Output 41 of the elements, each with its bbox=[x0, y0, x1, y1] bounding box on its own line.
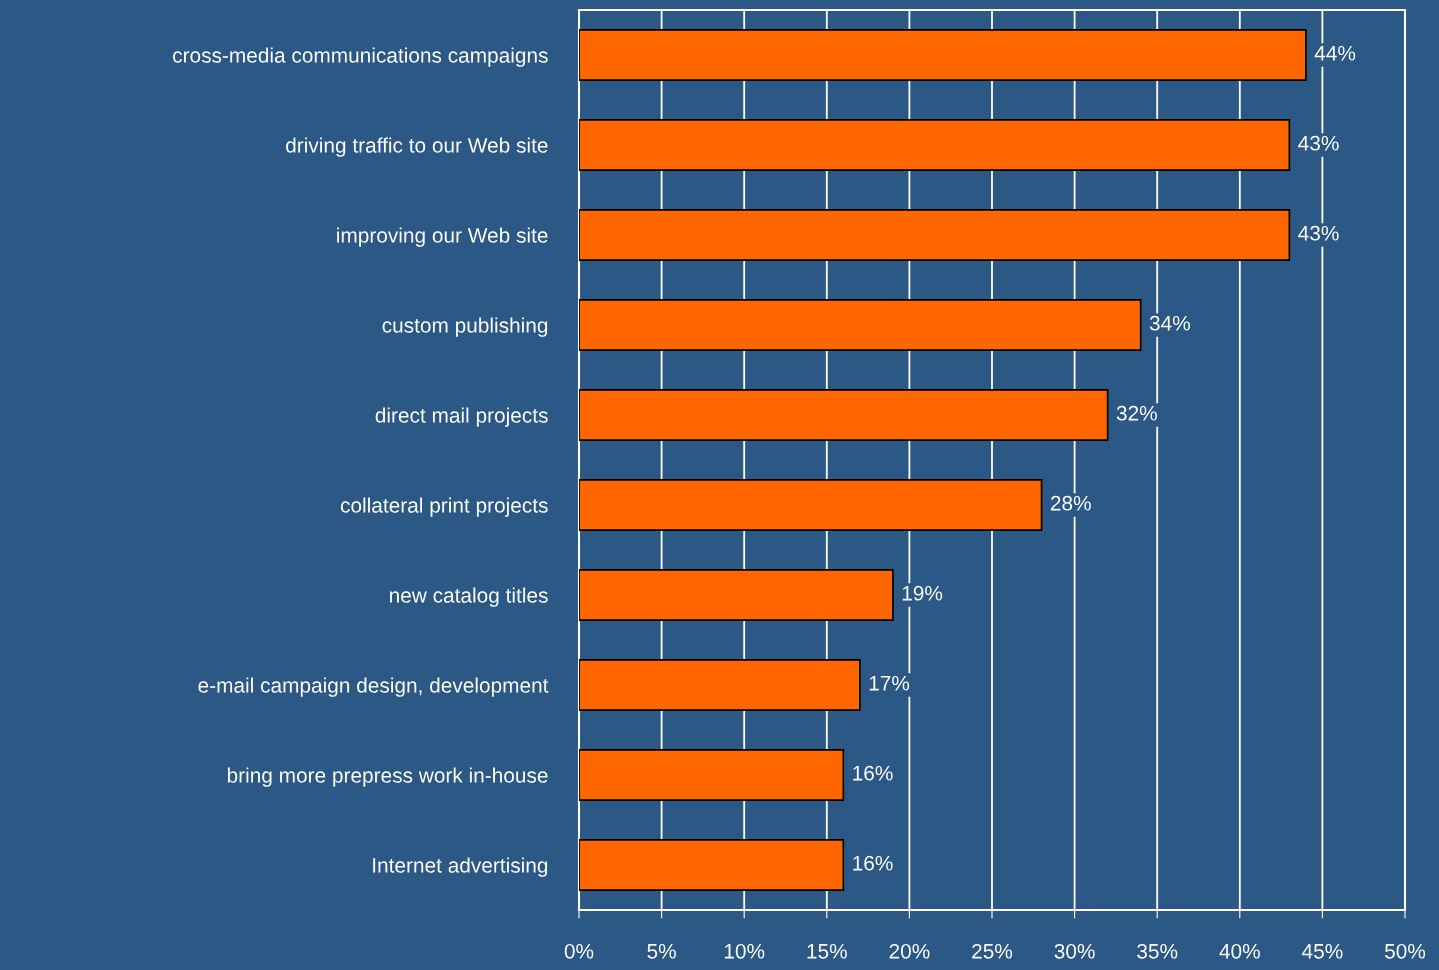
bar bbox=[579, 838, 845, 892]
y-tick-label: improving our Web site bbox=[337, 227, 548, 247]
y-tick-label: driving traffic to our Web site bbox=[286, 137, 548, 157]
bar bbox=[579, 478, 1043, 532]
x-tick-label: 15% bbox=[807, 943, 847, 959]
x-tick-label: 20% bbox=[889, 943, 930, 959]
x-tick-label: 35% bbox=[1137, 943, 1178, 959]
data-label: 43% bbox=[1298, 225, 1339, 241]
data-label: 16% bbox=[853, 765, 893, 781]
x-tick-label: 30% bbox=[1054, 943, 1095, 959]
bar bbox=[579, 298, 1142, 352]
y-tick-label: collateral print projects bbox=[340, 497, 548, 517]
data-label: 28% bbox=[1050, 495, 1091, 511]
y-tick-label: cross-media communications campaigns bbox=[173, 47, 548, 67]
x-tick-label: 50% bbox=[1384, 943, 1426, 959]
x-tick-label: 5% bbox=[647, 943, 676, 959]
data-label: 34% bbox=[1149, 315, 1190, 331]
data-label: 44% bbox=[1314, 45, 1356, 61]
data-label: 43% bbox=[1298, 135, 1339, 151]
bar bbox=[579, 118, 1291, 172]
y-tick-label: direct mail projects bbox=[375, 407, 548, 427]
y-tick-label: Internet advertising bbox=[373, 857, 548, 877]
data-label: 17% bbox=[869, 675, 910, 691]
bar bbox=[579, 208, 1291, 262]
data-label: 32% bbox=[1116, 405, 1157, 421]
y-tick-label: bring more prepress work in-house bbox=[227, 767, 548, 787]
bar bbox=[579, 388, 1109, 442]
bar bbox=[579, 568, 894, 622]
data-label: 19% bbox=[902, 585, 943, 601]
x-tick-label: 10% bbox=[724, 943, 765, 959]
bar bbox=[579, 658, 861, 712]
x-tick-label: 45% bbox=[1302, 943, 1343, 959]
bar bbox=[579, 28, 1307, 82]
x-tick-label: 0% bbox=[564, 943, 594, 959]
x-tick-label: 25% bbox=[972, 943, 1013, 959]
y-tick-label: e-mail campaign design, development bbox=[198, 677, 549, 697]
y-tick-label: custom publishing bbox=[382, 317, 548, 337]
x-tick-label: 40% bbox=[1219, 943, 1260, 959]
y-tick-label: new catalog titles bbox=[390, 587, 548, 607]
bar bbox=[579, 748, 845, 802]
data-label: 16% bbox=[853, 855, 893, 871]
